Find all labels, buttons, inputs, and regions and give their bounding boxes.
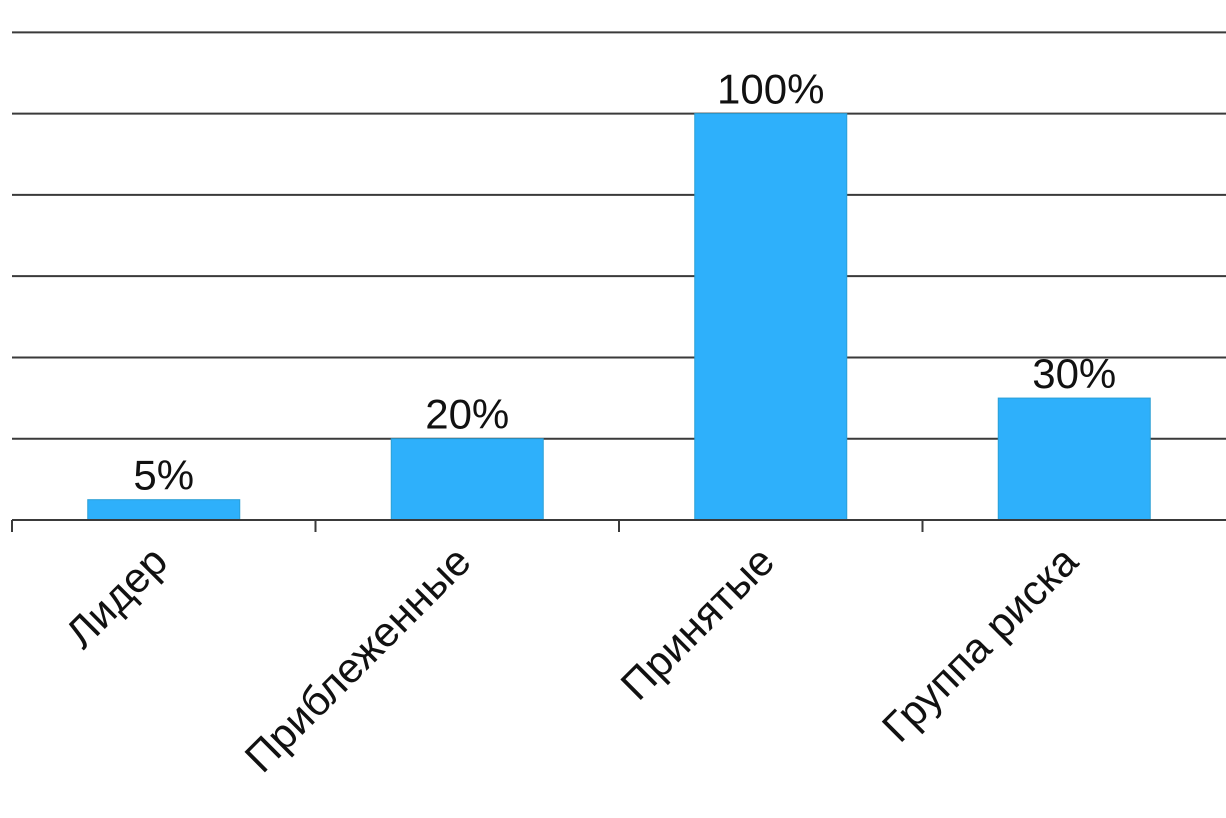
bar — [390, 438, 544, 521]
data-label: 100% — [717, 66, 824, 113]
category-label: Принятые — [611, 537, 783, 709]
data-labels: 5% 20% 100% 30% — [133, 66, 1116, 499]
data-label: 20% — [425, 391, 509, 438]
category-label: Лидер — [56, 537, 176, 657]
data-label: 5% — [133, 452, 194, 499]
bar — [87, 499, 241, 521]
category-label: Группа риска — [873, 537, 1087, 751]
bars — [87, 113, 1151, 521]
bar — [694, 113, 848, 521]
category-label: Приблеженные — [236, 537, 480, 781]
x-axis — [11, 519, 1226, 532]
category-labels: Лидер Приблеженные Принятые Группа риска — [56, 537, 1087, 781]
data-label: 30% — [1032, 350, 1116, 397]
bar — [997, 397, 1151, 521]
